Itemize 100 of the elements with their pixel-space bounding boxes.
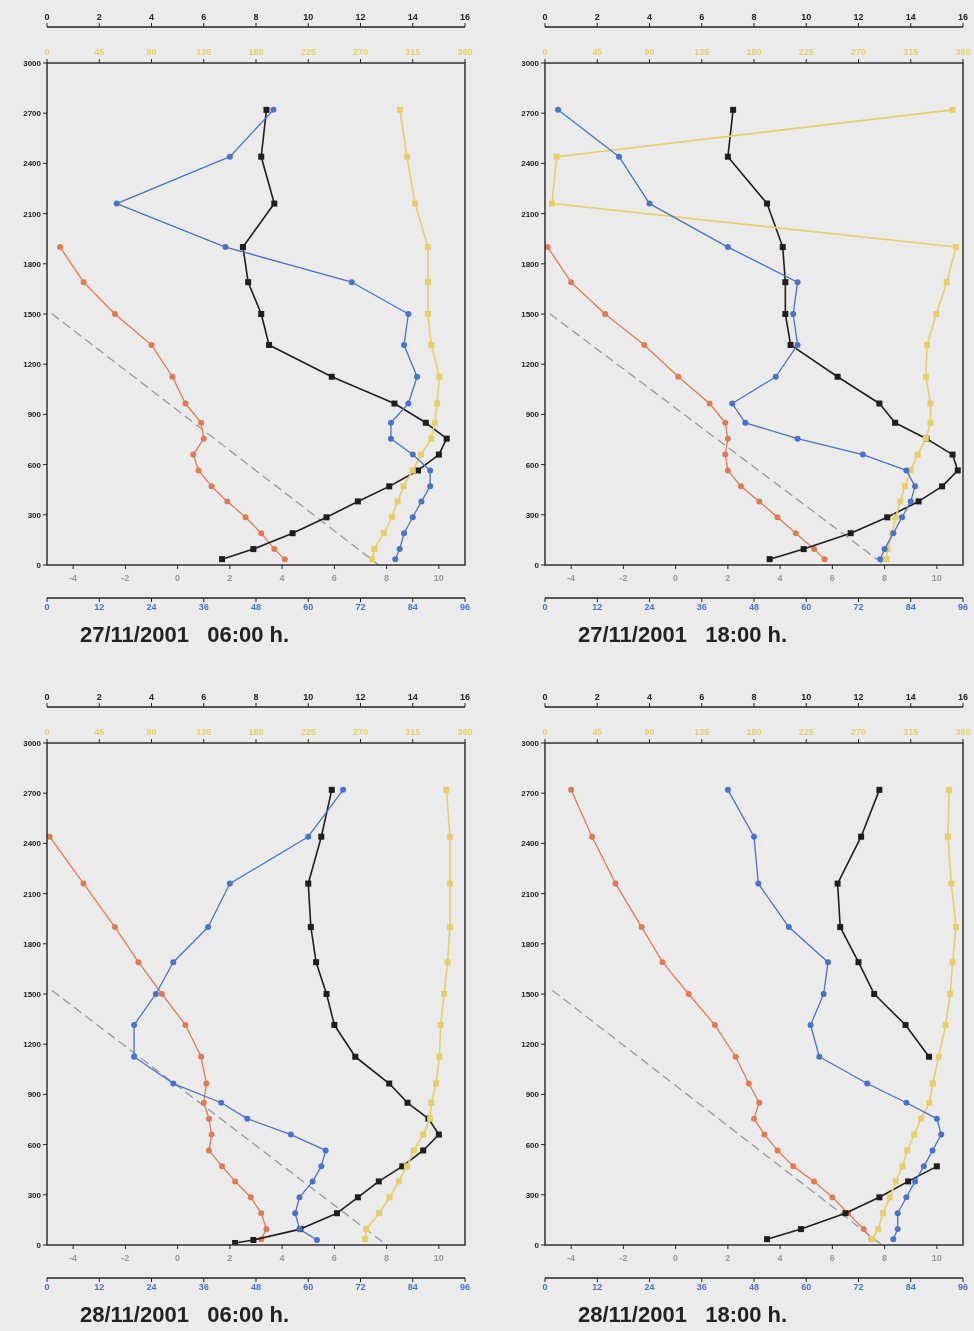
- y-tick-label: 1500: [521, 310, 540, 319]
- point: [205, 1115, 212, 1122]
- point: [612, 880, 619, 887]
- point: [340, 786, 347, 793]
- y-tick-label: 1200: [23, 360, 42, 370]
- point: [816, 1053, 823, 1060]
- point: [287, 1131, 294, 1138]
- point: [675, 373, 682, 380]
- x-tick-label: 0: [44, 602, 50, 612]
- x2-tick-label: 270: [850, 727, 867, 737]
- point: [198, 1053, 205, 1060]
- point: [864, 1080, 871, 1087]
- x2-tick-label: 135: [196, 47, 212, 57]
- point: [602, 311, 609, 317]
- x2-tick-label: 4: [148, 12, 155, 22]
- y-tick-label: 3000: [521, 739, 540, 748]
- x-tick-label: 4: [777, 1253, 783, 1263]
- x-tick-label: 2: [227, 1253, 233, 1263]
- point: [131, 1053, 138, 1060]
- point: [724, 435, 731, 442]
- x-tick-label: 0: [673, 573, 679, 583]
- point: [318, 1163, 325, 1170]
- x2-tick-label: 8: [253, 692, 259, 702]
- x-tick-label: -4: [69, 573, 78, 583]
- x-tick-label: 60: [801, 1282, 812, 1292]
- point: [568, 279, 575, 286]
- x2-tick-label: 16: [957, 692, 969, 702]
- x2-tick-label: 10: [801, 12, 812, 22]
- x2-tick-label: 135: [694, 47, 710, 57]
- x-tick-label: -2: [121, 573, 130, 583]
- point: [811, 1178, 818, 1185]
- point: [205, 924, 212, 931]
- x2-tick-label: 180: [746, 727, 762, 737]
- x2-tick-label: 2: [96, 12, 102, 22]
- point: [170, 959, 177, 966]
- x2-tick-label: 0: [542, 727, 548, 737]
- point: [820, 991, 827, 997]
- point: [790, 1163, 797, 1170]
- x2-tick-label: 0: [44, 692, 50, 702]
- point: [568, 786, 575, 793]
- x2-tick-label: 4: [646, 12, 653, 22]
- x-tick-label: 2: [725, 1253, 731, 1263]
- point: [742, 419, 749, 426]
- point: [427, 483, 434, 490]
- x2-tick-label: 90: [146, 727, 157, 737]
- y-tick-label: 0: [534, 1241, 540, 1250]
- point: [755, 880, 762, 887]
- point: [745, 1080, 752, 1087]
- x2-tick-label: 12: [355, 692, 366, 702]
- point: [281, 556, 288, 563]
- point: [158, 991, 165, 997]
- x-tick-label: 72: [853, 602, 864, 612]
- y-tick-label: 2100: [23, 889, 42, 899]
- point: [706, 400, 713, 407]
- point: [401, 530, 408, 537]
- point: [589, 833, 596, 840]
- x2-tick-label: 225: [300, 727, 316, 737]
- x-tick-label: 6: [829, 573, 835, 583]
- x2-tick-label: 0: [542, 47, 548, 57]
- x-tick-label: 4: [777, 573, 783, 583]
- x2-tick-label: 16: [957, 12, 969, 22]
- point: [200, 1099, 207, 1106]
- point: [258, 1210, 265, 1217]
- x2-tick-label: 45: [592, 727, 603, 737]
- point: [205, 1147, 212, 1154]
- y-tick-label: 900: [525, 1090, 540, 1100]
- x2-tick-label: 90: [146, 47, 157, 57]
- x2-tick-label: 14: [905, 692, 916, 702]
- x2-tick-label: 270: [850, 47, 867, 57]
- point: [794, 279, 801, 286]
- x-tick-label: 24: [644, 1282, 655, 1292]
- x-tick-label: 12: [94, 1282, 105, 1292]
- point: [756, 1099, 763, 1106]
- x2-tick-label: 2: [96, 692, 102, 702]
- y-tick-label: 900: [27, 1090, 42, 1100]
- x-tick-label: 84: [407, 602, 418, 612]
- point: [170, 1080, 177, 1087]
- x-tick-label: 48: [748, 602, 760, 612]
- point: [756, 498, 763, 505]
- y-tick-label: 300: [525, 1190, 540, 1200]
- x-tick-label: 96: [957, 602, 969, 612]
- x2-tick-label: 0: [44, 12, 50, 22]
- point: [933, 1115, 940, 1122]
- x2-tick-label: 16: [459, 692, 471, 702]
- x-tick-label: 12: [592, 602, 603, 612]
- point: [894, 1210, 901, 1217]
- point: [198, 419, 205, 426]
- y-tick-label: 2400: [521, 839, 540, 849]
- point: [920, 1163, 927, 1170]
- y-tick-label: 600: [27, 1140, 42, 1150]
- y-tick-label: 0: [36, 561, 42, 570]
- x2-tick-label: 180: [248, 727, 264, 737]
- point: [829, 1194, 836, 1201]
- point: [903, 1099, 910, 1106]
- point: [258, 530, 265, 537]
- point: [242, 514, 249, 521]
- x2-tick-label: 135: [694, 727, 710, 737]
- point: [226, 153, 233, 160]
- point: [794, 341, 801, 348]
- point: [313, 1236, 320, 1243]
